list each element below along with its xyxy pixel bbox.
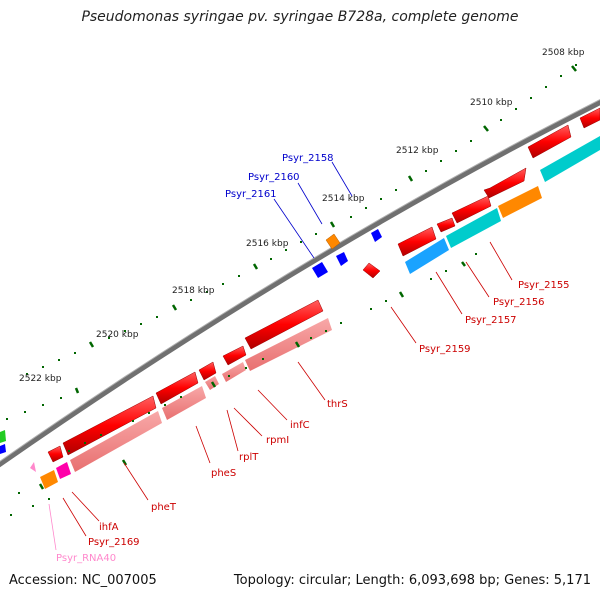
kbp-label: 2518 kbp bbox=[172, 286, 215, 296]
leader-line bbox=[233, 407, 263, 437]
blue-feature[interactable] bbox=[0, 444, 6, 454]
gene-label-psyr-2156[interactable]: Psyr_2156 bbox=[493, 297, 545, 308]
gene-label-thrs[interactable]: thrS bbox=[327, 399, 348, 410]
outer-tick-track bbox=[6, 64, 577, 420]
kbp-label: 2522 kbp bbox=[19, 374, 62, 384]
leader-line bbox=[71, 491, 100, 522]
cds-arrow[interactable] bbox=[397, 226, 437, 257]
gene-label-psyr-2161[interactable]: Psyr_2161 bbox=[225, 189, 277, 200]
orange-feature[interactable] bbox=[498, 186, 542, 218]
cds-arrow[interactable] bbox=[362, 262, 381, 279]
accession-text: Accession: NC_007005 bbox=[9, 573, 157, 588]
inner-major-ticks bbox=[38, 261, 466, 490]
leader-line bbox=[297, 182, 323, 225]
lower-track bbox=[30, 136, 600, 489]
cds-arrow[interactable] bbox=[579, 107, 600, 129]
blue-feature[interactable] bbox=[371, 229, 382, 242]
leader-line bbox=[331, 161, 353, 197]
map-title: Pseudomonas syringae pv. syringae B728a,… bbox=[81, 9, 519, 25]
gene-label-phes[interactable]: pheS bbox=[211, 468, 236, 479]
kbp-label: 2520 kbp bbox=[96, 330, 139, 340]
upper-gene-labels: Psyr_2158 Psyr_2160 Psyr_2161 bbox=[225, 153, 353, 259]
cyan-feature[interactable] bbox=[446, 208, 501, 248]
sky-feature[interactable] bbox=[405, 238, 449, 274]
leader-line bbox=[435, 271, 463, 315]
gene-label-psyr-2159[interactable]: Psyr_2159 bbox=[419, 344, 471, 355]
cds-lower-arrow[interactable] bbox=[162, 386, 206, 420]
cds-arrow[interactable] bbox=[47, 445, 64, 463]
gene-label-phet[interactable]: pheT bbox=[151, 502, 177, 513]
cds-arrow[interactable] bbox=[62, 395, 157, 456]
gene-label-psyr-2160[interactable]: Psyr_2160 bbox=[248, 172, 300, 183]
cds-track-upper bbox=[47, 107, 600, 463]
leader-line bbox=[390, 306, 417, 344]
green-feature[interactable] bbox=[0, 430, 6, 443]
gene-label-ihfa[interactable]: ihfA bbox=[99, 522, 119, 533]
leader-line bbox=[257, 389, 288, 421]
cds-arrow[interactable] bbox=[483, 167, 527, 199]
orange-feature[interactable] bbox=[325, 233, 341, 250]
cds-arrow[interactable] bbox=[527, 124, 572, 159]
leader-line bbox=[48, 503, 57, 551]
cds-arrow[interactable] bbox=[222, 345, 247, 366]
topology-text: Topology: circular; Length: 6,093,698 bp… bbox=[233, 573, 591, 588]
blue-feature[interactable] bbox=[336, 252, 348, 266]
pink-feature[interactable] bbox=[30, 462, 36, 472]
gene-label-rpmi[interactable]: rpmI bbox=[266, 435, 289, 446]
kbp-label: 2512 kbp bbox=[396, 146, 439, 156]
cds-arrow[interactable] bbox=[451, 195, 492, 224]
inner-tick-track bbox=[10, 253, 477, 516]
leader-line bbox=[123, 462, 149, 501]
leader-line bbox=[489, 241, 513, 281]
kbp-label: 2510 kbp bbox=[470, 98, 513, 108]
kbp-label: 2514 kbp bbox=[322, 194, 365, 204]
cds-lower-arrow[interactable] bbox=[70, 411, 162, 472]
leader-line bbox=[273, 198, 315, 259]
outer-major-ticks bbox=[74, 65, 577, 394]
cds-lower-arrow[interactable] bbox=[222, 362, 246, 382]
cyan-feature[interactable] bbox=[540, 136, 600, 182]
cds-arrow[interactable] bbox=[155, 371, 199, 405]
orange-feature[interactable] bbox=[40, 470, 58, 489]
kbp-label: 2516 kbp bbox=[246, 239, 289, 249]
gene-label-psyr-rna40[interactable]: Psyr_RNA40 bbox=[56, 553, 116, 564]
genome-backbone bbox=[0, 99, 600, 468]
leader-line bbox=[297, 361, 326, 401]
lower-gene-labels: Psyr_2155 Psyr_2156 Psyr_2157 Psyr_2159 … bbox=[48, 241, 570, 564]
gene-label-psyr-2169[interactable]: Psyr_2169 bbox=[88, 537, 140, 548]
gene-label-psyr-2157[interactable]: Psyr_2157 bbox=[465, 315, 517, 326]
cds-arrow[interactable] bbox=[244, 299, 324, 350]
cds-arrow[interactable] bbox=[198, 361, 217, 381]
gene-label-psyr-2158[interactable]: Psyr_2158 bbox=[282, 153, 334, 164]
leader-line bbox=[465, 261, 490, 298]
cds-lower-arrow[interactable] bbox=[245, 318, 332, 371]
leader-line bbox=[226, 409, 239, 452]
gene-label-psyr-2155[interactable]: Psyr_2155 bbox=[518, 280, 570, 291]
cds-arrow[interactable] bbox=[436, 217, 456, 233]
magenta-feature[interactable] bbox=[56, 462, 71, 479]
leader-line bbox=[62, 497, 87, 537]
blue-feature[interactable] bbox=[312, 262, 328, 278]
kbp-label: 2508 kbp bbox=[542, 48, 585, 58]
gene-label-rplt[interactable]: rplT bbox=[239, 452, 259, 463]
backbone-highlight bbox=[0, 98, 600, 462]
leader-line bbox=[195, 425, 211, 464]
gene-label-infc[interactable]: infC bbox=[290, 420, 310, 431]
